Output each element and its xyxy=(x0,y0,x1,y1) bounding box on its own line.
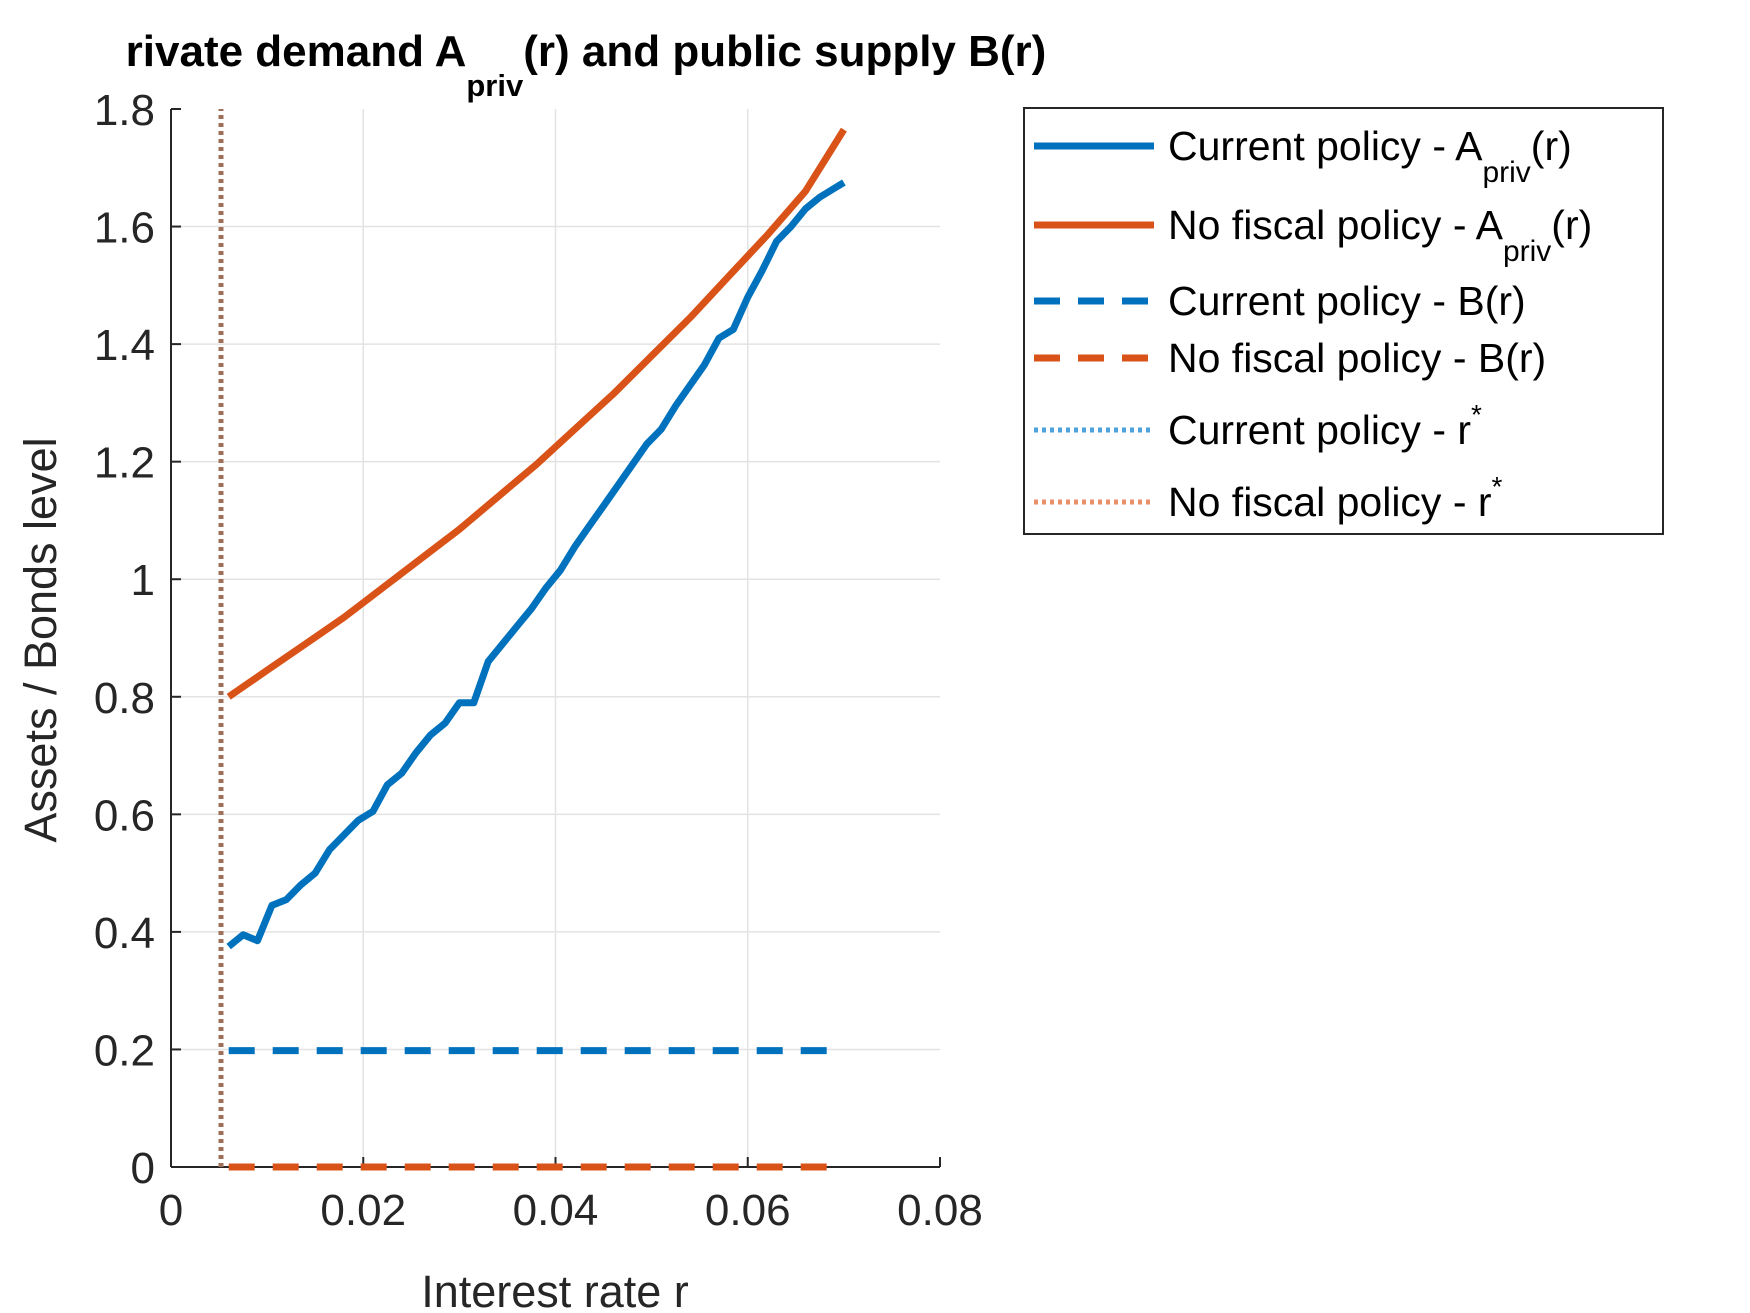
legend-label-current-b: Current policy - B(r) xyxy=(1168,278,1526,324)
y-tick-label: 0.2 xyxy=(94,1026,155,1075)
chart-title-subscript: priv xyxy=(466,68,524,103)
legend-label-current-apriv: Current policy - Apriv(r) xyxy=(1168,123,1572,189)
y-tick-label: 0.8 xyxy=(94,674,155,723)
y-tick-label: 1 xyxy=(131,556,155,605)
chart-title-prefix: rivate demand A xyxy=(126,27,467,76)
series-line-nofiscal-apriv xyxy=(226,127,847,700)
grid-lines xyxy=(171,109,940,1167)
y-tick-label: 0.6 xyxy=(94,791,155,840)
y-axis-label: Assets / Bonds level xyxy=(15,437,66,842)
legend-label-nofiscal-rstar: No fiscal policy - r* xyxy=(1168,471,1503,525)
x-tick-label: 0.08 xyxy=(897,1186,983,1235)
series-lines xyxy=(218,109,847,1171)
x-tick-label: 0.02 xyxy=(320,1186,406,1235)
x-axis-label: Interest rate r xyxy=(421,1266,689,1313)
legend-label-current-rstar: Current policy - r* xyxy=(1168,399,1482,453)
legend-entries: Current policy - Apriv(r) No fiscal polic… xyxy=(1034,123,1592,525)
y-tick-label: 1.8 xyxy=(94,86,155,135)
legend: Current policy - Apriv(r) No fiscal polic… xyxy=(1023,107,1664,535)
series-line-current-apriv xyxy=(226,179,846,950)
y-tick-label: 1.4 xyxy=(94,321,155,370)
y-tick-label: 0 xyxy=(131,1144,155,1193)
legend-label-nofiscal-apriv: No fiscal policy - Apriv(r) xyxy=(1168,202,1592,268)
chart-title: rivate demand Apriv(r) and public supply… xyxy=(126,27,1047,103)
y-tick-label: 0.4 xyxy=(94,909,155,958)
x-tick-label: 0.06 xyxy=(705,1186,791,1235)
x-tick-label: 0.04 xyxy=(513,1186,599,1235)
x-tick-label: 0 xyxy=(159,1186,183,1235)
y-tick-label: 1.6 xyxy=(94,204,155,253)
legend-box xyxy=(1023,107,1664,535)
chart-title-suffix: (r) and public supply B(r) xyxy=(523,27,1046,76)
legend-label-nofiscal-b: No fiscal policy - B(r) xyxy=(1168,335,1546,381)
y-tick-label: 1.2 xyxy=(94,439,155,488)
tick-labels: 0 0.02 0.04 0.06 0.08 0 0.2 0.4 0.6 0.8 1 1.2 1.4 1.6… xyxy=(94,86,983,1235)
